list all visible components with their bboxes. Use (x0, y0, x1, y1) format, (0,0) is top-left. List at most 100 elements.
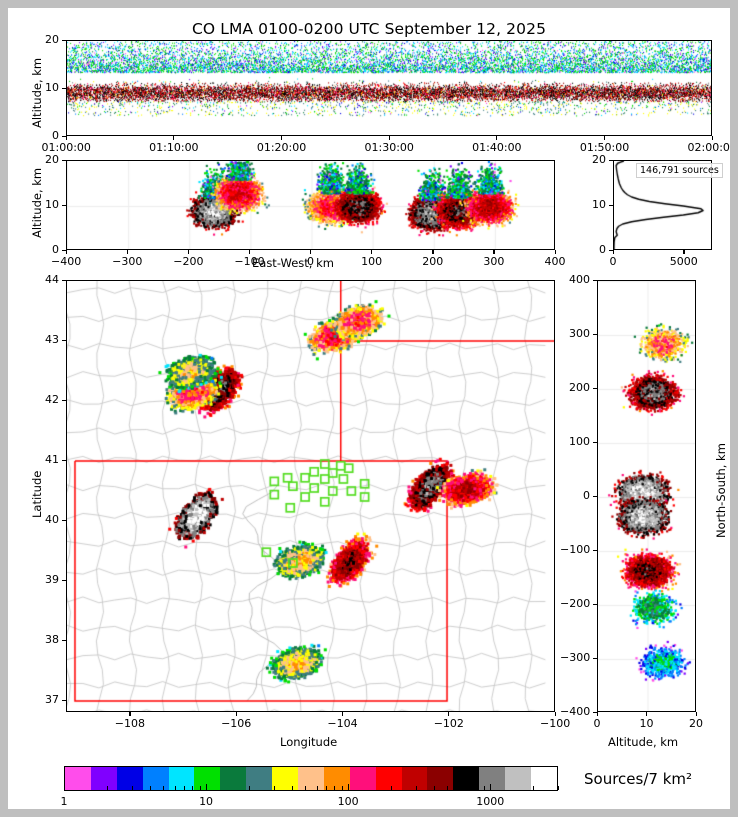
colorbar-minor-tick (305, 786, 307, 790)
axis-tick (62, 87, 66, 89)
axis-tick (126, 250, 128, 254)
axis-tick-label: −400 (51, 255, 82, 268)
colorbar-segment (168, 767, 195, 790)
axis-tick (62, 639, 66, 641)
axis-tick (609, 249, 613, 251)
axis-tick-label: 0 (307, 255, 314, 268)
axis-tick (388, 136, 390, 140)
axis-tick (603, 136, 606, 140)
axis-tick-label: 200 (422, 255, 444, 268)
axis-tick-label: −108 (114, 717, 145, 730)
axis-tick (432, 250, 434, 254)
colorbar-tick-label: 1000 (476, 795, 505, 808)
colorbar-segment (220, 767, 247, 790)
colorbar-minor-tick (458, 786, 460, 790)
colorbar-segment (349, 767, 376, 790)
axis-tick-label: 300 (569, 327, 590, 340)
axis-tick (593, 333, 597, 335)
colorbar-major-tick (348, 784, 350, 790)
colorbar[interactable] (64, 766, 558, 791)
colorbar-tick-label: 100 (337, 795, 359, 808)
colorbar-minor-tick (248, 786, 250, 790)
axis-tick (612, 250, 614, 254)
axis-tick-label: −300 (560, 651, 591, 664)
colorbar-minor-tick (326, 786, 328, 790)
colorbar-minor-tick (199, 786, 201, 790)
colorbar-segment (531, 767, 557, 790)
colorbar-minor-tick (483, 786, 485, 790)
colorbar-minor-tick (390, 786, 392, 790)
axis-tick (593, 711, 597, 713)
axis-tick-label: −100 (234, 255, 265, 268)
axis-tick-label: 0 (52, 243, 59, 256)
axis-tick (235, 712, 237, 716)
colorbar-minor-tick (334, 786, 336, 790)
axis-tick-label: 400 (569, 273, 590, 286)
axis-tick (609, 204, 613, 206)
axis-tick (448, 712, 450, 716)
axis-tick-label: 01:20:00 (256, 141, 307, 154)
colorbar-minor-tick (433, 786, 435, 790)
colorbar-minor-tick (106, 786, 108, 790)
axis-tick-label: 10 (45, 198, 59, 211)
axis-tick-label: 0 (609, 255, 617, 268)
axis-tick (187, 250, 190, 254)
axis-tick-label: 01:40:00 (472, 141, 522, 154)
colorbar-segment (116, 767, 143, 790)
axis-tick-label: 44 (45, 273, 59, 286)
axis-tick-label: 400 (544, 255, 566, 268)
colorbar-segment (453, 767, 480, 790)
colorbar-major-tick (64, 784, 65, 790)
axis-tick-label: 42 (45, 393, 59, 406)
colorbar-segment (65, 767, 91, 790)
axis-tick-label: 37 (45, 693, 59, 706)
axis-tick (711, 136, 713, 140)
colorbar-minor-tick (532, 786, 534, 790)
colorbar-segment (375, 767, 402, 790)
east-west-ylabel: Altitude, km (30, 167, 44, 238)
axis-tick-label: 43 (45, 333, 59, 346)
axis-tick-label: −104 (327, 717, 358, 730)
colorbar-minor-tick (468, 786, 470, 790)
east-west-xlabel: East-West, km (252, 256, 334, 270)
time-height-plot (67, 41, 711, 135)
axis-tick (65, 250, 67, 254)
axis-tick-label: 20 (45, 153, 59, 166)
figure-canvas: CO LMA 0100-0200 UTC September 12, 2025 … (8, 8, 730, 809)
colorbar-minor-tick (273, 786, 275, 790)
axis-tick (280, 136, 283, 140)
axis-tick (554, 712, 556, 716)
axis-tick-label: 01:30:00 (364, 141, 414, 154)
colorbar-segment (194, 767, 221, 790)
axis-tick-label: 0 (593, 717, 601, 730)
axis-tick (62, 459, 66, 461)
axis-tick (65, 136, 67, 140)
axis-tick (646, 712, 648, 716)
axis-tick-label: 10 (45, 81, 59, 94)
axis-tick (593, 549, 597, 551)
axis-tick-label: −106 (221, 717, 252, 730)
colorbar-segment (90, 767, 117, 790)
axis-tick (593, 495, 597, 497)
axis-tick (593, 279, 597, 281)
colorbar-title: Sources/7 km² (584, 770, 693, 788)
axis-tick-label: 100 (569, 435, 590, 448)
axis-tick (496, 136, 498, 140)
axis-tick-label: 20 (689, 717, 703, 730)
time-height-ylabel: Altitude, km (30, 57, 44, 128)
axis-tick-label: 41 (45, 453, 59, 466)
axis-tick (593, 441, 597, 443)
axis-tick (593, 603, 597, 605)
panel-east-west (66, 160, 555, 250)
axis-tick (695, 712, 697, 716)
axis-tick (62, 339, 66, 341)
colorbar-segment (142, 767, 169, 790)
axis-tick (609, 159, 613, 161)
colorbar-segment (479, 767, 506, 790)
map-ylabel: Latitude (30, 470, 44, 518)
colorbar-minor-tick (447, 786, 449, 790)
colorbar-minor-tick (316, 786, 318, 790)
axis-tick-label: 300 (483, 255, 505, 268)
axis-tick (129, 712, 131, 716)
axis-tick (62, 399, 66, 401)
